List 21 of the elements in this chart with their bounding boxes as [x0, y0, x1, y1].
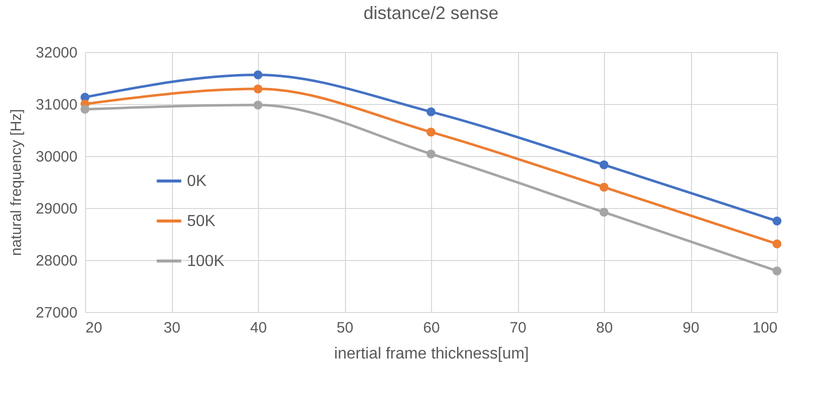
y-tick-label: 29000: [36, 200, 78, 218]
legend-label: 50K: [187, 213, 216, 230]
y-axis-title: natural frequency [Hz]: [8, 109, 25, 256]
legend-label: 100K: [187, 253, 225, 270]
x-tick-label: 100: [752, 320, 778, 336]
x-axis-title: inertial frame thickness[um]: [334, 346, 529, 362]
y-tick-label: 27000: [36, 304, 78, 322]
x-tick-label: 40: [250, 320, 267, 336]
x-tick-label: 90: [682, 320, 700, 336]
x-tick-label: 50: [336, 320, 354, 336]
y-tick-label: 31000: [36, 96, 78, 114]
y-tick-label: 28000: [36, 252, 78, 270]
legend-label: 0K: [187, 173, 207, 190]
x-tick-label: 70: [510, 320, 526, 336]
x-tick-label: 20: [86, 320, 102, 336]
x-tick-label: 30: [164, 320, 180, 336]
y-tick-label: 32000: [36, 44, 78, 62]
chart-title: distance/2 sense: [363, 3, 499, 23]
x-tick-label: 80: [596, 320, 613, 336]
x-tick-label: 60: [423, 320, 440, 336]
y-tick-label: 30000: [36, 148, 78, 166]
